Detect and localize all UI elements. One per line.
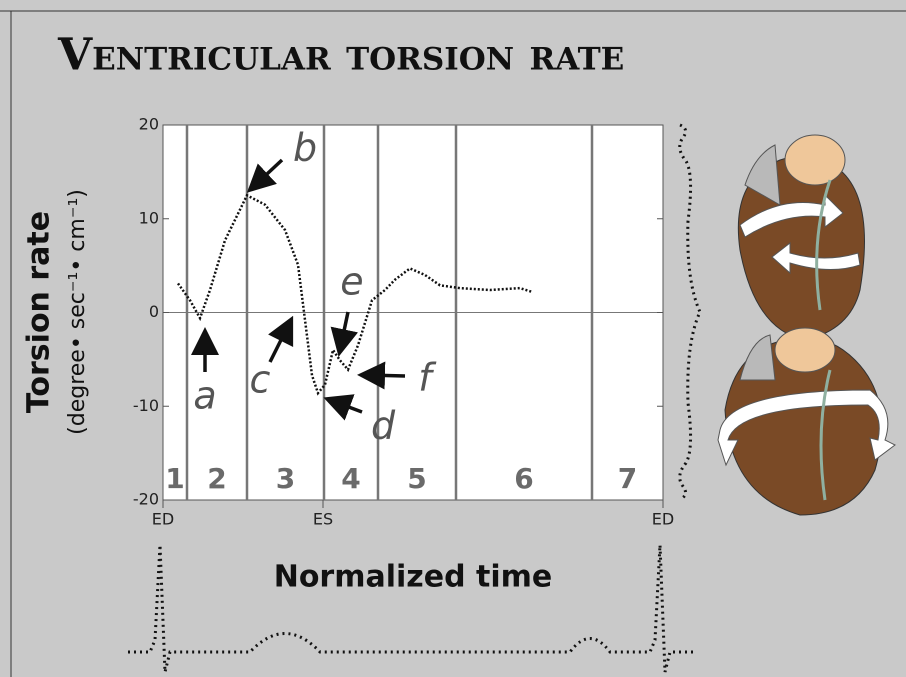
y-tick-label: 10	[139, 208, 159, 227]
y-tick-label: 20	[139, 115, 159, 134]
annotation-label: a	[193, 374, 216, 418]
phase-label: 5	[407, 462, 426, 495]
annotation-arrow	[364, 375, 405, 376]
chart: Ventricular torsion rate Torsion rate (d…	[0, 0, 906, 677]
phase-label: 1	[165, 462, 184, 495]
phase-label: 7	[618, 462, 637, 495]
annotation-label: e	[340, 260, 363, 304]
y-tick-label: -10	[133, 396, 159, 415]
annotation-label: b	[293, 126, 317, 170]
x-tick-label: ED	[152, 510, 174, 529]
y-axis-units: (degree• sec⁻¹• cm⁻¹)	[65, 189, 90, 435]
x-axis-label: Normalized time	[274, 560, 553, 595]
y-axis-label: Torsion rate	[22, 211, 57, 413]
phase-label: 6	[514, 462, 533, 495]
y-tick-label: -20	[133, 490, 159, 509]
annotation-label: c	[250, 358, 271, 402]
phase-label: 3	[276, 462, 295, 495]
page: {"chart_data": { "type": "line", "title"…	[0, 0, 906, 677]
chart-title: Ventricular torsion rate	[57, 30, 624, 81]
annotation-label: d	[371, 404, 396, 448]
heart-top	[738, 135, 864, 340]
phase-label: 2	[207, 462, 226, 495]
phase-label: 4	[341, 462, 360, 495]
x-tick-label: ES	[313, 510, 333, 529]
heart-bottom	[718, 328, 895, 515]
phase-brace	[680, 125, 700, 499]
y-tick-label: 0	[149, 302, 159, 321]
x-tick-label: ED	[652, 510, 674, 529]
